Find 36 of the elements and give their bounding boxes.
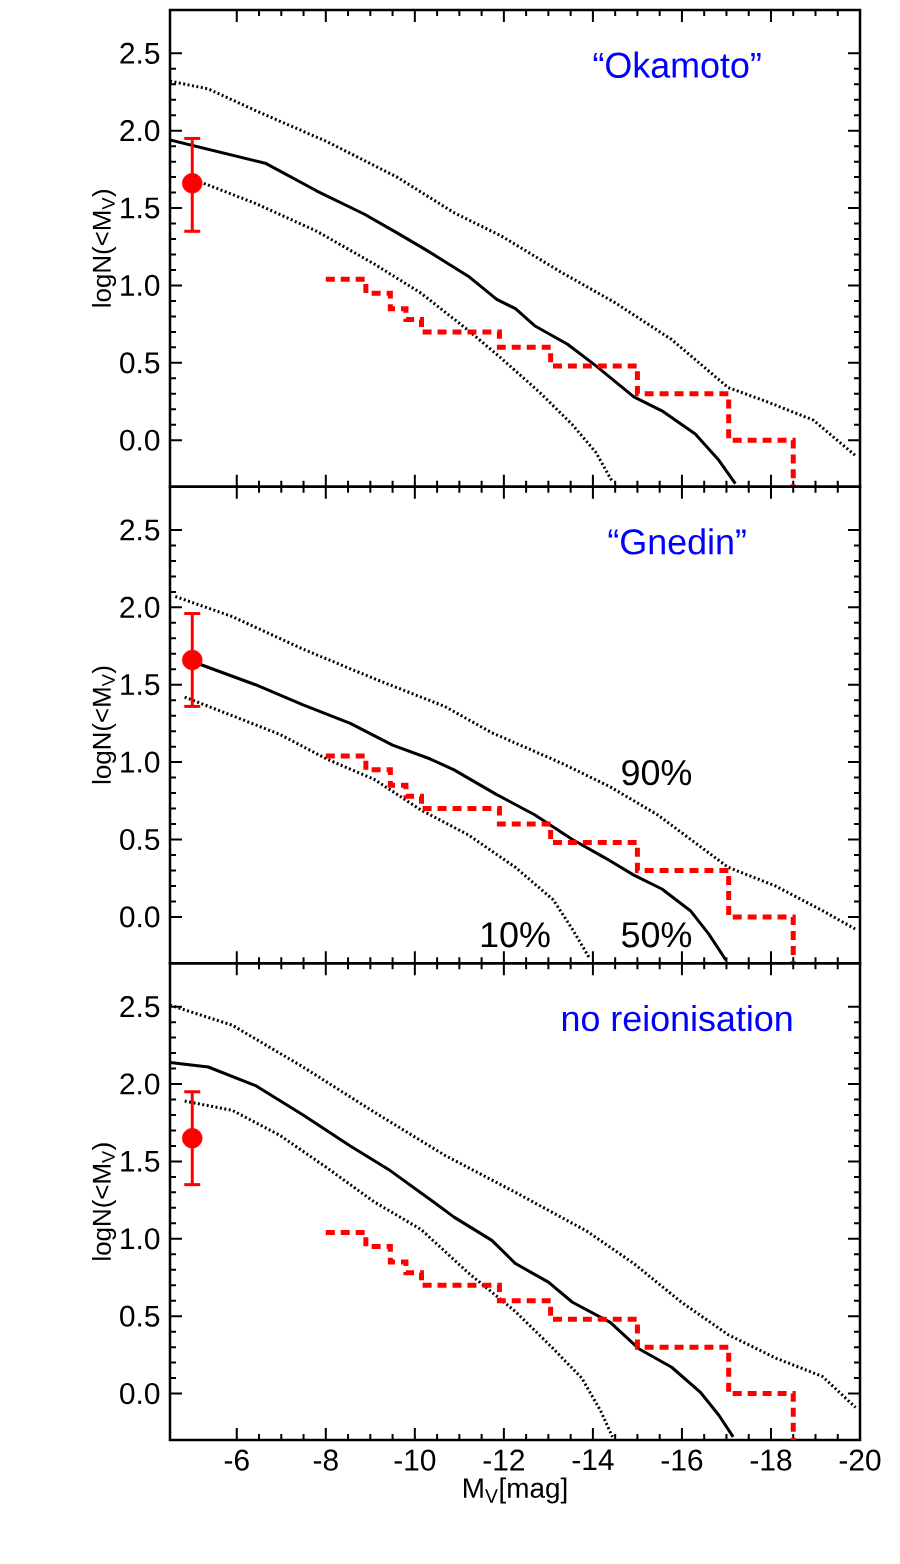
x-axis-title: M$_{V}$[mag]	[464, 1477, 567, 1504]
y-tick-label: 0.0	[120, 429, 160, 451]
y-tick-label: 0.5	[120, 352, 160, 374]
annotation: 50%	[622, 922, 692, 948]
y-tick-label: 2.5	[120, 996, 160, 1018]
text: no reionisation	[562, 1004, 792, 1032]
y-tick-label: 2.5	[120, 42, 160, 64]
annotation: 10%	[481, 922, 550, 948]
text: “Gnedin”	[608, 528, 746, 555]
x-tick-label: -6	[224, 1449, 249, 1471]
y-tick-label: 0.0	[120, 1382, 160, 1405]
y-tick-label: 0.5	[120, 828, 160, 851]
x-tick-label: -14	[572, 1449, 614, 1471]
y-axis-title: logN(<M$_{V}$)	[91, 1143, 117, 1260]
x-tick-label: -8	[313, 1449, 338, 1471]
x-tick-label: -10	[394, 1449, 436, 1471]
y-tick-label: 2.5	[120, 519, 160, 541]
y-tick-label: 0.0	[120, 906, 160, 928]
x-tick-label: -16	[661, 1449, 703, 1471]
y-tick-label: 2.0	[120, 596, 160, 618]
x-tick-label: -18	[750, 1449, 792, 1471]
y-tick-label: 0.5	[120, 1305, 160, 1327]
y-tick-label: 1.5	[121, 674, 160, 696]
y-tick-label: 1.5	[121, 197, 160, 219]
x-tick-label: -12	[483, 1449, 524, 1471]
y-axis-title: logN(<M$_{V}$)	[91, 190, 117, 307]
y-tick-label: 2.0	[120, 1073, 160, 1095]
y-tick-label: 2.0	[120, 120, 160, 142]
y-tick-label: 1.0	[121, 1228, 160, 1250]
annotation: 90%	[622, 759, 692, 786]
y-tick-label: 1.0	[121, 274, 160, 297]
y-axis-title: logN(<M$_{V}$)	[91, 666, 117, 784]
x-tick-label: -20	[839, 1449, 881, 1471]
text: “Okamoto”	[593, 51, 761, 78]
y-tick-label: 1.5	[121, 1150, 160, 1172]
y-tick-label: 1.0	[121, 751, 160, 773]
